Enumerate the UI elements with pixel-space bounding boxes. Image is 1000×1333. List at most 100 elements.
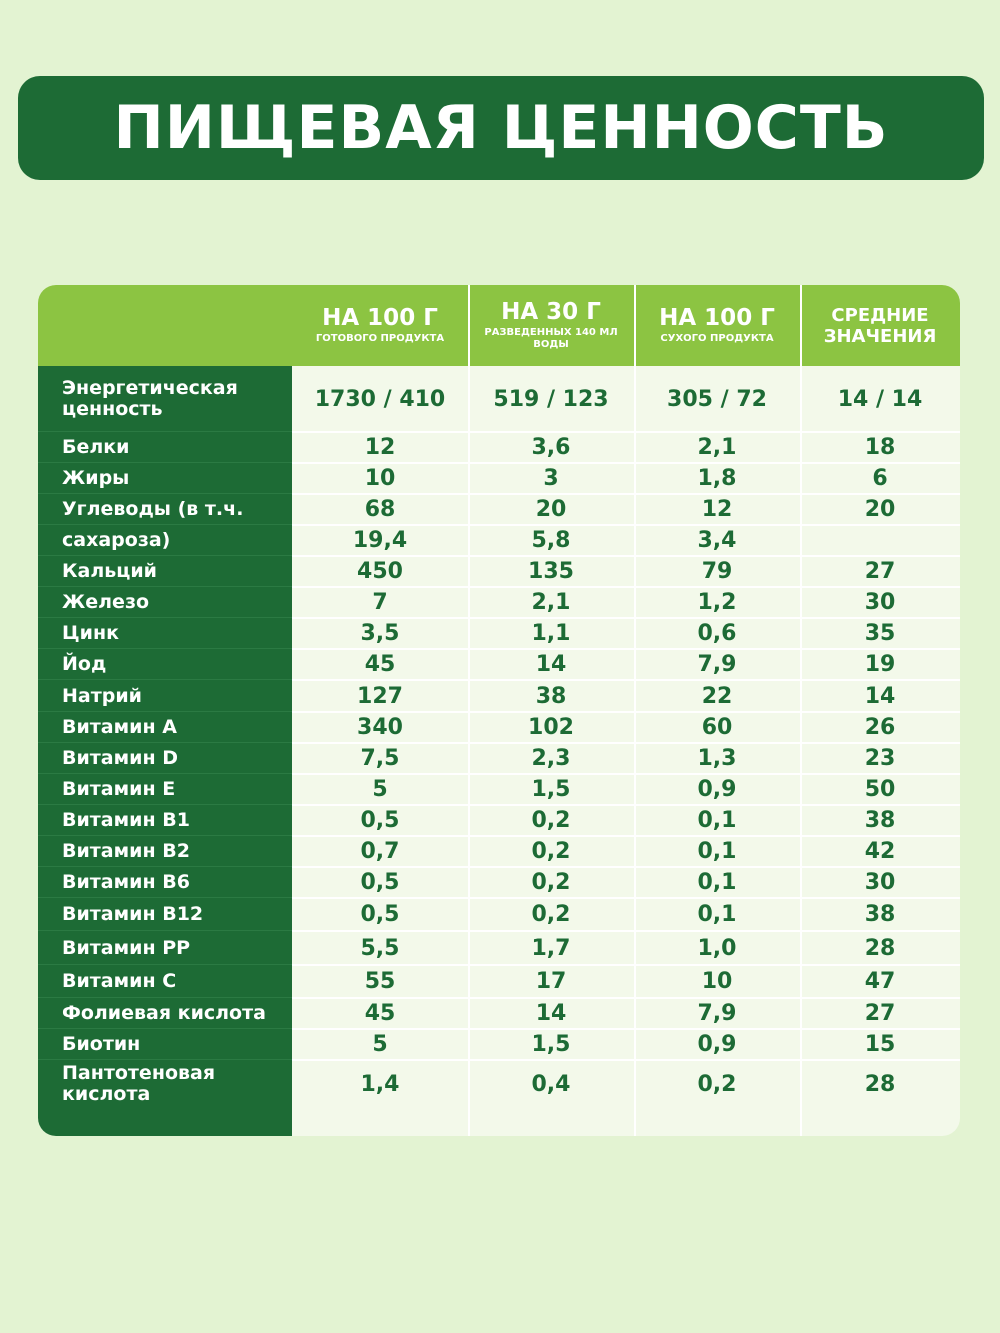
value-cell: 5 <box>372 777 388 802</box>
row-divider <box>38 930 292 931</box>
row-divider <box>38 997 292 998</box>
table-row: Биотин 5 1,5 0,9 15 <box>38 1029 960 1060</box>
row-divider <box>292 773 960 775</box>
row-divider <box>38 617 292 618</box>
nutrient-name: Энергетическая ценность <box>62 377 238 420</box>
row-divider <box>292 431 960 433</box>
value-cell: 1,4 <box>360 1071 400 1097</box>
table-row: Железо 7 2,1 1,2 30 <box>38 587 960 618</box>
row-divider <box>292 493 960 495</box>
table-row: Натрий 127 38 22 14 <box>38 680 960 712</box>
nutrient-name: Кальций <box>62 560 157 582</box>
value-cell: 0,1 <box>697 839 737 864</box>
value-cell: 1,1 <box>531 621 571 646</box>
value-cell <box>800 525 960 556</box>
value-cell: 22 <box>701 683 733 709</box>
nutrient-name: Витамин В1 <box>62 809 190 831</box>
table-row: Витамин D 7,5 2,3 1,3 23 <box>38 743 960 774</box>
header-main-label: НА 100 Г <box>322 305 438 331</box>
value-cell: 38 <box>535 683 567 709</box>
value-cell: 1,0 <box>697 935 737 961</box>
value-cell: 5 <box>372 1032 388 1057</box>
value-cell: 1730 / 410 <box>314 386 446 412</box>
value-cell: 38 <box>864 902 896 927</box>
table-row: Витамин РР 5,5 1,7 1,0 28 <box>38 931 960 965</box>
row-divider <box>38 835 292 836</box>
table-row: Витамин А 340 102 60 26 <box>38 712 960 743</box>
value-cell: 0,2 <box>531 870 571 895</box>
table-row: Витамин В2 0,7 0,2 0,1 42 <box>38 836 960 867</box>
value-cell: 0,6 <box>697 621 737 646</box>
value-cell: 0,4 <box>531 1071 571 1097</box>
row-divider <box>292 835 960 837</box>
nutrient-name: Витамин В6 <box>62 871 190 893</box>
row-divider <box>292 648 960 650</box>
header-ready-100g: НА 100 Г готового продукта <box>292 285 468 366</box>
value-cell: 10 <box>364 466 396 491</box>
value-cell: 5,8 <box>531 528 571 553</box>
header-30g: НА 30 Г разведенных 140 мл воды <box>468 285 634 366</box>
value-cell: 12 <box>364 435 396 460</box>
value-cell: 60 <box>701 715 733 740</box>
value-cell: 7,5 <box>360 746 400 771</box>
value-cell: 6 <box>872 466 888 491</box>
column-divider <box>468 285 470 1136</box>
row-divider <box>292 897 960 899</box>
row-divider <box>38 524 292 525</box>
row-divider <box>292 930 960 932</box>
nutrient-name: Фолиевая кислота <box>62 1002 266 1024</box>
value-cell: 30 <box>864 590 896 615</box>
value-cell: 1,7 <box>531 935 571 961</box>
value-cell: 1,2 <box>697 590 737 615</box>
row-divider <box>292 711 960 713</box>
row-divider <box>292 462 960 464</box>
value-cell: 450 <box>357 559 403 584</box>
row-divider <box>292 617 960 619</box>
row-divider <box>292 586 960 588</box>
header-main-label: НА 100 Г <box>659 305 775 331</box>
value-cell: 35 <box>864 621 896 646</box>
value-cell: 3,4 <box>697 528 737 553</box>
value-cell: 15 <box>864 1032 896 1057</box>
value-cell: 10 <box>701 969 733 994</box>
value-cell: 2,1 <box>531 590 571 615</box>
value-cell: 47 <box>864 969 896 994</box>
table-row: Витамин В1 0,5 0,2 0,1 38 <box>38 805 960 836</box>
header-sub-label: готового продукта <box>315 333 445 344</box>
value-cell: 7,9 <box>697 1001 737 1026</box>
value-cell: 0,2 <box>531 808 571 833</box>
table-row: Белки 12 3,6 2,1 18 <box>38 432 960 463</box>
nutrient-name: Витамин С <box>62 970 177 992</box>
value-cell: 27 <box>864 1001 896 1026</box>
value-cell: 0,5 <box>360 808 400 833</box>
value-cell: 7 <box>372 590 388 615</box>
table-row: Жиры 10 3 1,8 6 <box>38 463 960 494</box>
table-row: Витамин В12 0,5 0,2 0,1 38 <box>38 898 960 931</box>
row-divider <box>38 555 292 556</box>
value-cell: 0,5 <box>360 902 400 927</box>
row-divider <box>38 493 292 494</box>
nutrient-name: Натрий <box>62 684 142 707</box>
row-divider <box>38 866 292 867</box>
nutrient-name: Витамин В12 <box>62 903 204 925</box>
row-divider <box>292 866 960 868</box>
table-row: Витамин В6 0,5 0,2 0,1 30 <box>38 867 960 898</box>
row-divider <box>292 964 960 966</box>
nutrient-name: Углеводы (в т.ч. <box>62 498 244 520</box>
nutrient-name: Биотин <box>62 1033 141 1055</box>
nutrient-name: Белки <box>62 436 130 458</box>
value-cell: 102 <box>528 715 574 740</box>
nutrient-name: Цинк <box>62 622 119 644</box>
nutrient-name: Жиры <box>62 467 130 489</box>
row-divider <box>38 897 292 898</box>
header-average: СРЕДНИЕ ЗНАЧЕНИЯ <box>800 285 960 366</box>
value-cell: 20 <box>535 497 567 522</box>
table-header: НА 100 Г готового продукта НА 30 Г разве… <box>38 285 960 366</box>
table-row: Фолиевая кислота 45 14 7,9 27 <box>38 998 960 1029</box>
value-cell: 30 <box>864 870 896 895</box>
value-cell: 0,1 <box>697 808 737 833</box>
column-divider <box>634 285 636 1136</box>
row-divider <box>292 524 960 526</box>
nutrient-name-column <box>38 366 292 1136</box>
value-cell: 14 / 14 <box>837 386 923 412</box>
